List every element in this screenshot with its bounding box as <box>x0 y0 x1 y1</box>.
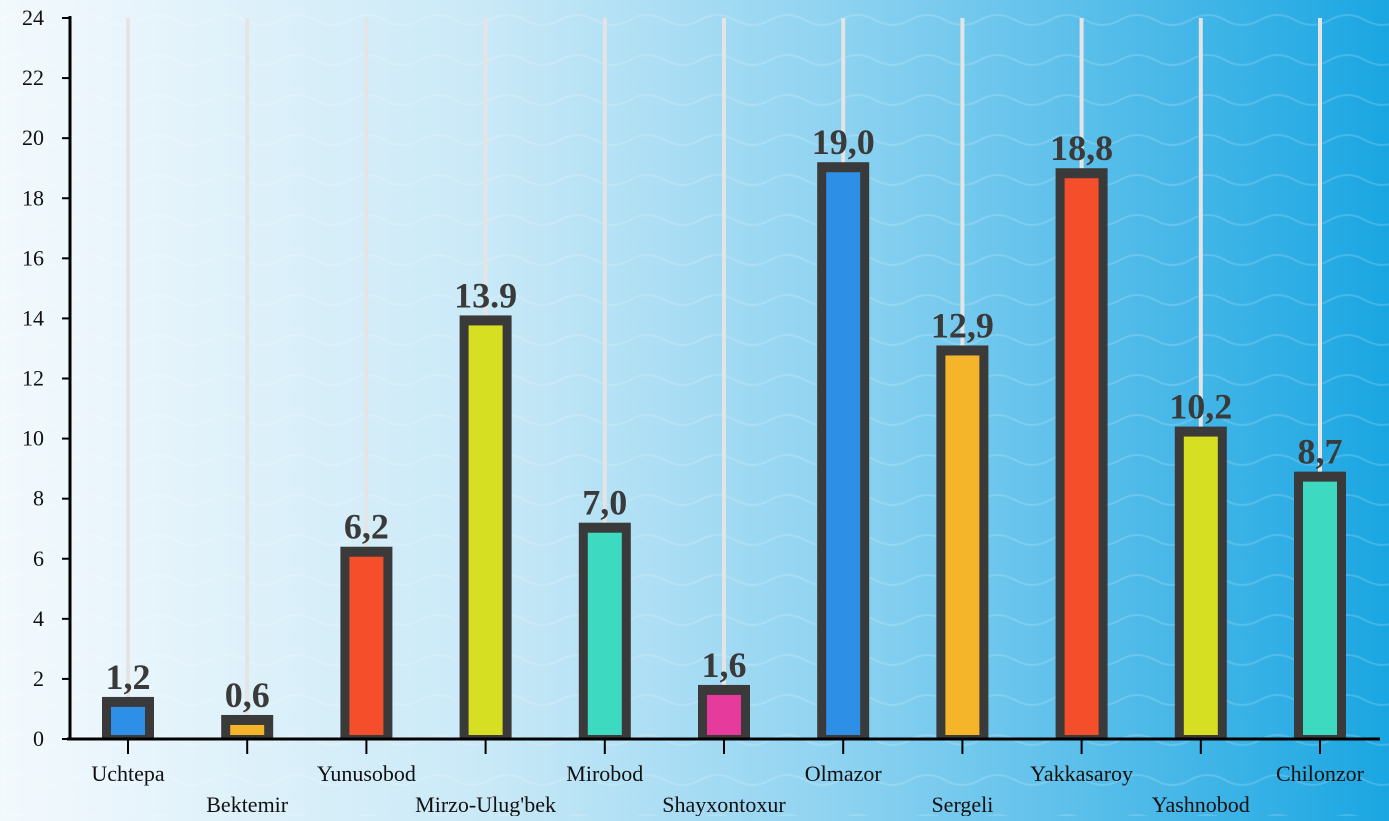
data-label: 18,8 <box>1050 128 1113 168</box>
x-tick-label: Olmazor <box>805 761 883 786</box>
data-label: 19,0 <box>812 122 875 162</box>
bar <box>945 355 980 735</box>
bar <box>111 706 145 735</box>
y-tick-label: 6 <box>33 546 44 571</box>
data-label: 0,6 <box>225 675 270 715</box>
bar <box>230 724 265 735</box>
bar <box>707 694 741 735</box>
x-tick-label: Yunusobod <box>317 761 416 786</box>
y-tick-label: 10 <box>22 426 44 451</box>
y-tick-label: 16 <box>22 245 44 270</box>
x-tick-label: Mirobod <box>566 761 643 786</box>
bar <box>587 532 622 735</box>
y-tick-label: 20 <box>22 125 44 150</box>
data-label: 1,2 <box>106 657 151 697</box>
bars <box>102 162 1346 740</box>
bar <box>1183 436 1218 735</box>
y-tick-label: 18 <box>22 185 44 210</box>
y-tick-label: 12 <box>22 366 44 391</box>
x-tick-label: Shayxontoxur <box>662 792 786 816</box>
y-tick-label: 4 <box>33 606 44 631</box>
y-tick-label: 24 <box>22 5 44 30</box>
data-label: 6,2 <box>344 507 389 547</box>
x-tick-label: Uchtepa <box>91 761 165 786</box>
x-tick-label: Sergeli <box>931 792 993 816</box>
data-label: 10,2 <box>1169 387 1232 427</box>
data-label: 13.9 <box>454 275 517 315</box>
bar <box>1303 481 1337 735</box>
data-label: 7,0 <box>582 483 627 523</box>
data-label: 12,9 <box>931 305 994 345</box>
bar <box>349 556 384 735</box>
bar <box>468 325 503 735</box>
y-tick-label: 2 <box>33 666 44 691</box>
x-tick-label: Mirzo-Ulug'bek <box>415 792 556 816</box>
y-tick-label: 22 <box>22 65 44 90</box>
axes <box>62 16 1380 754</box>
labels: 024681012141618202224UchtepaBektemirYunu… <box>22 5 1365 817</box>
y-tick-label: 14 <box>22 305 44 330</box>
x-tick-label: Chilonzor <box>1276 761 1365 786</box>
x-tick-label: Bektemir <box>206 792 289 816</box>
y-tick-label: 8 <box>33 486 44 511</box>
bar <box>1064 178 1099 735</box>
data-label: 1,6 <box>702 645 747 685</box>
y-tick-label: 0 <box>33 726 44 751</box>
bar <box>826 172 861 736</box>
x-tick-label: Yakkasaroy <box>1030 761 1133 786</box>
data-label: 8,7 <box>1298 432 1343 472</box>
x-tick-label: Yashnobod <box>1152 792 1250 816</box>
